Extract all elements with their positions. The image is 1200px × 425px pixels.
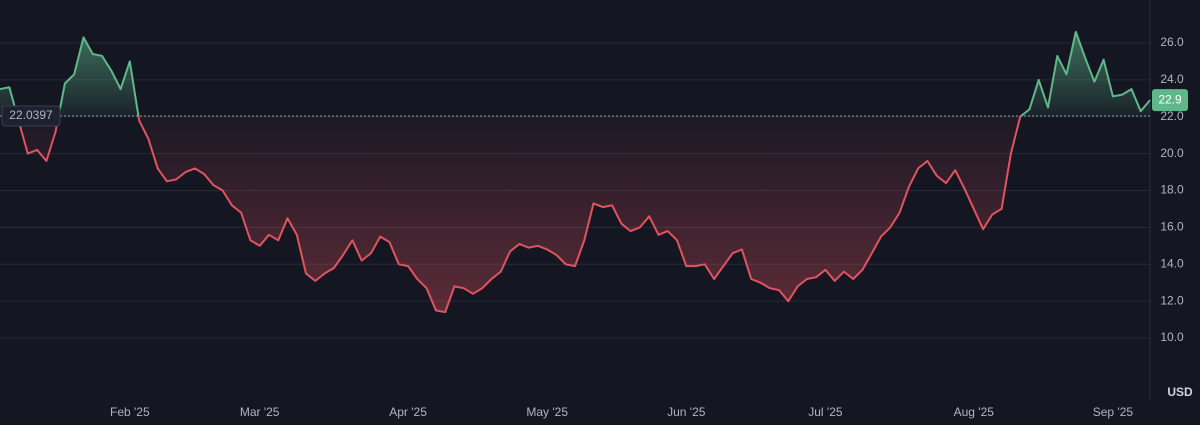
y-tick-label: 10.0: [1160, 330, 1184, 344]
x-tick-label: Apr '25: [389, 405, 427, 419]
currency-label: USD: [1167, 385, 1193, 399]
area-fill: [0, 31, 1150, 313]
y-tick-label: 24.0: [1160, 72, 1184, 86]
y-tick-label: 18.0: [1160, 183, 1184, 197]
x-tick-label: Aug '25: [954, 405, 995, 419]
baseline-label: 22.0397: [9, 108, 53, 122]
x-tick-label: Sep '25: [1093, 405, 1134, 419]
y-tick-label: 22.0: [1160, 109, 1184, 123]
x-tick-label: May '25: [526, 405, 568, 419]
x-tick-label: Jul '25: [808, 405, 843, 419]
last-price-box: [1152, 89, 1188, 112]
price-line: [0, 30, 1151, 314]
y-tick-label: 16.0: [1160, 220, 1184, 234]
baseline-label-box: [1, 105, 61, 127]
last-price-label: 22.9: [1158, 92, 1182, 106]
x-tick-label: Mar '25: [240, 405, 280, 419]
y-tick-label: 20.0: [1160, 146, 1184, 160]
x-tick-label: Jun '25: [667, 405, 706, 419]
x-tick-label: Feb '25: [110, 405, 150, 419]
y-tick-label: 12.0: [1160, 293, 1184, 307]
y-tick-label: 26.0: [1160, 35, 1184, 49]
y-tick-label: 14.0: [1160, 256, 1184, 270]
